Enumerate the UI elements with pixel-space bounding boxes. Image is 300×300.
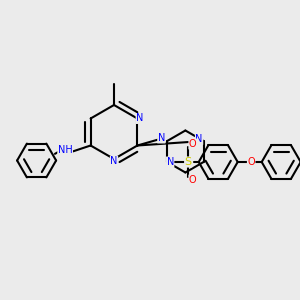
Text: N: N xyxy=(136,113,143,124)
Text: N: N xyxy=(195,134,203,145)
Text: N: N xyxy=(110,156,118,167)
Text: N: N xyxy=(167,157,174,167)
Text: S: S xyxy=(184,157,192,167)
Text: O: O xyxy=(248,157,255,167)
Text: O: O xyxy=(189,139,196,149)
Text: NH: NH xyxy=(58,145,73,155)
Text: O: O xyxy=(189,175,196,185)
Text: N: N xyxy=(158,133,165,143)
